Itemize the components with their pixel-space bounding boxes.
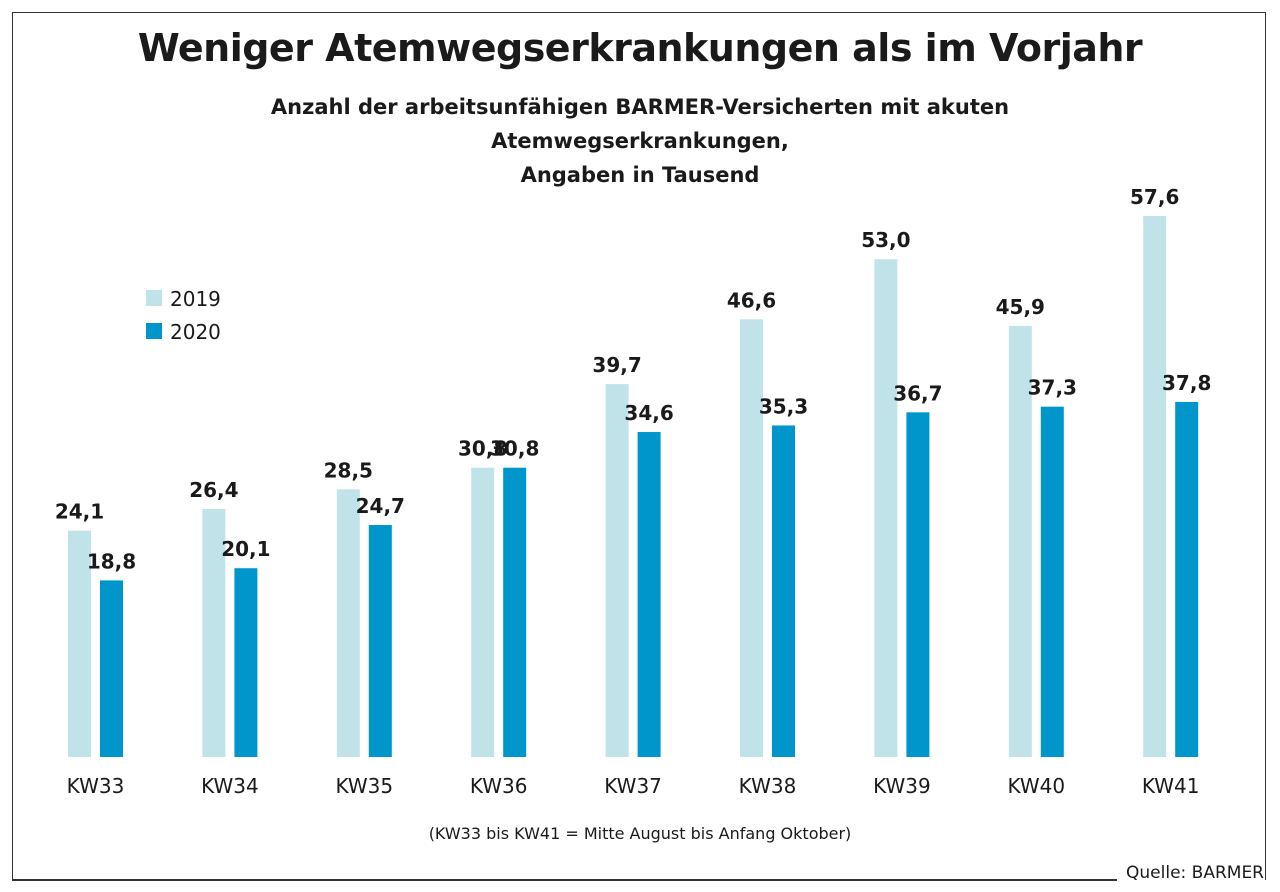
data-label-2020-KW34: 20,1: [221, 537, 270, 561]
bar-2020-KW35: [368, 525, 392, 757]
chart-title: Weniger Atemwegserkrankungen als im Vorj…: [137, 26, 1143, 70]
chart-frame: [12, 12, 1266, 880]
category-label-KW39: KW39: [873, 774, 931, 798]
subtitle-line-1: Anzahl der arbeitsunfähigen BARMER-Versi…: [270, 95, 1010, 153]
bar-2020-KW40: [1040, 406, 1064, 757]
subtitle-line-2: Angaben in Tausend: [520, 163, 760, 187]
bar-2020-KW33: [100, 580, 123, 757]
bar-2020-KW41: [1175, 401, 1199, 757]
bar-2019-KW40: [1008, 325, 1032, 757]
footnote: (KW33 bis KW41 = Mitte August bis Anfang…: [428, 824, 852, 843]
legend-label-2019: 2019: [170, 287, 221, 311]
data-label-2020-KW37: 34,6: [624, 401, 673, 425]
data-label-2019-KW35: 28,5: [324, 458, 373, 482]
bar-2019-KW38: [740, 319, 763, 757]
data-label-2020-KW41: 37,8: [1162, 371, 1211, 395]
data-label-2020-KW40: 37,3: [1028, 376, 1077, 400]
source-label: Quelle: BARMER: [1120, 863, 1264, 883]
category-label-KW38: KW38: [739, 774, 797, 798]
bar-2019-KW36: [471, 467, 495, 757]
category-label-KW41: KW41: [1142, 774, 1200, 798]
data-label-2019-KW33: 24,1: [55, 500, 104, 524]
category-label-KW33: KW33: [67, 774, 125, 798]
bar-2019-KW33: [68, 530, 91, 757]
legend-swatch-2020: [146, 323, 162, 339]
data-label-2019-KW36: 30,8: [458, 437, 507, 461]
data-label-2019-KW34: 26,4: [189, 478, 238, 502]
category-label-KW35: KW35: [335, 774, 393, 798]
data-label-2019-KW39: 53,0: [861, 228, 910, 252]
legend-swatch-2019: [146, 290, 162, 306]
data-label-2020-KW38: 35,3: [759, 394, 808, 418]
data-label-2019-KW41: 57,6: [1130, 185, 1179, 209]
frame-bottom-line: [12, 879, 1117, 881]
bar-2019-KW34: [202, 509, 226, 757]
bar-2019-KW41: [1143, 216, 1167, 757]
bar-2019-KW37: [605, 384, 629, 757]
bar-2020-KW36: [503, 467, 527, 757]
bar-2019-KW35: [336, 489, 360, 757]
data-label-2019-KW37: 39,7: [592, 353, 641, 377]
category-label-KW34: KW34: [201, 774, 259, 798]
data-label-2019-KW38: 46,6: [727, 288, 776, 312]
chart-subtitle: Anzahl der arbeitsunfähigen BARMER-Versi…: [140, 90, 1140, 192]
data-label-2020-KW35: 24,7: [356, 494, 405, 518]
bar-2020-KW39: [906, 412, 930, 757]
data-label-2020-KW39: 36,7: [893, 381, 942, 405]
bar-2020-KW38: [772, 425, 795, 757]
data-label-2020-KW36: 30,8: [490, 437, 539, 461]
data-label-2020-KW33: 18,8: [87, 549, 136, 573]
data-label-2019-KW40: 45,9: [996, 295, 1045, 319]
bar-2020-KW37: [637, 432, 661, 757]
category-label-KW40: KW40: [1007, 774, 1065, 798]
category-label-KW37: KW37: [604, 774, 662, 798]
bar-2019-KW39: [874, 259, 898, 757]
category-label-KW36: KW36: [470, 774, 528, 798]
bar-2020-KW34: [234, 568, 258, 757]
legend-label-2020: 2020: [170, 320, 221, 344]
